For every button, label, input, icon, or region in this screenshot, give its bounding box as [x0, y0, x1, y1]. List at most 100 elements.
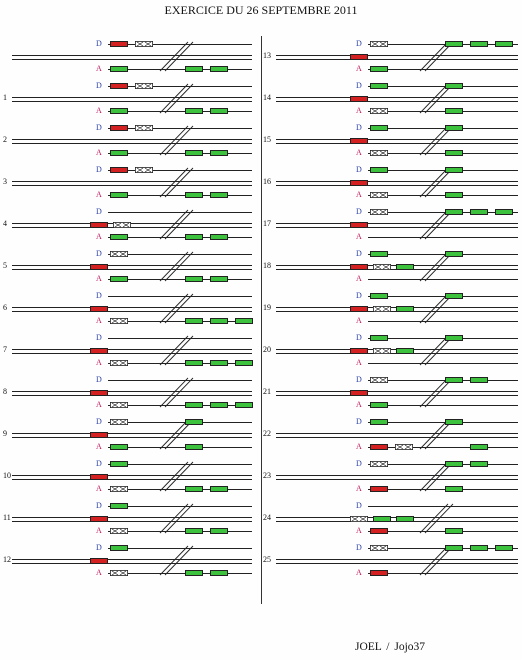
red-wagon: [370, 444, 388, 450]
green-wagon: [370, 402, 388, 408]
exercise-number: 7: [3, 345, 7, 354]
green-wagon: [235, 402, 253, 408]
track-line: [108, 321, 252, 322]
track-line: [368, 405, 518, 406]
red-wagon: [110, 41, 128, 47]
track-line: [12, 97, 252, 98]
empty-wagon: [135, 167, 154, 173]
departure-label: D: [356, 165, 362, 174]
departure-label: D: [356, 39, 362, 48]
green-wagon: [495, 41, 513, 47]
track-line: [368, 279, 518, 280]
green-wagon: [185, 402, 203, 408]
exercise-panel: 22 D A: [263, 416, 522, 456]
track-line: [108, 279, 252, 280]
green-wagon: [445, 486, 463, 492]
track-line: [108, 170, 252, 171]
red-wagon: [370, 486, 388, 492]
track-line: [276, 437, 518, 438]
track-line: [108, 237, 252, 238]
red-wagon: [110, 125, 128, 131]
green-wagon: [370, 251, 388, 257]
track-line: [368, 212, 518, 213]
departure-label: D: [96, 123, 102, 132]
arrival-label: A: [96, 316, 102, 325]
arrival-label: A: [356, 232, 362, 241]
track-line: [276, 139, 518, 140]
exercise-panel: 20 D A: [263, 332, 522, 372]
exercise-panel: 8 D A: [0, 374, 255, 414]
track-line: [368, 254, 518, 255]
departure-label: D: [356, 207, 362, 216]
green-wagon: [445, 150, 463, 156]
arrival-label: A: [96, 274, 102, 283]
exercise-number: 17: [263, 219, 271, 228]
green-wagon: [110, 444, 128, 450]
arrival-label: A: [96, 148, 102, 157]
exercise-panel: 25 D A: [263, 542, 522, 582]
green-wagon: [110, 276, 128, 282]
departure-label: D: [356, 81, 362, 90]
track-line: [108, 128, 252, 129]
green-wagon: [495, 209, 513, 215]
departure-label: D: [96, 249, 102, 258]
red-wagon: [350, 348, 368, 354]
green-wagon: [445, 125, 463, 131]
track-line: [368, 321, 518, 322]
exercise-panel: 23 D A: [263, 458, 522, 498]
departure-label: D: [356, 543, 362, 552]
arrival-label: A: [96, 232, 102, 241]
track-line: [12, 227, 252, 228]
track-line: [12, 307, 252, 308]
red-wagon: [90, 558, 108, 564]
green-wagon: [445, 545, 463, 551]
exercise-number: 24: [263, 513, 271, 522]
green-wagon: [370, 293, 388, 299]
track-line: [368, 422, 518, 423]
track-line: [12, 353, 252, 354]
exercise-number: 22: [263, 429, 271, 438]
switch-crossover: [159, 41, 194, 72]
green-wagon: [210, 318, 228, 324]
track-line: [368, 489, 518, 490]
departure-label: D: [96, 207, 102, 216]
green-wagon: [185, 360, 203, 366]
empty-wagon: [370, 192, 389, 198]
track-line: [12, 269, 252, 270]
green-wagon: [495, 545, 513, 551]
green-wagon: [185, 318, 203, 324]
green-wagon: [210, 108, 228, 114]
track-line: [12, 223, 252, 224]
exercise-number: 20: [263, 345, 271, 354]
empty-wagon: [370, 41, 389, 47]
green-wagon: [110, 234, 128, 240]
departure-label: D: [96, 81, 102, 90]
track-line: [108, 296, 252, 297]
exercise-number: 25: [263, 555, 271, 564]
track-line: [368, 531, 518, 532]
green-wagon: [445, 83, 463, 89]
arrival-label: A: [356, 568, 362, 577]
arrival-label: A: [356, 190, 362, 199]
exercise-number: 5: [3, 261, 7, 270]
empty-wagon: [110, 528, 129, 534]
switch-crossover: [159, 251, 194, 282]
track-line: [108, 338, 252, 339]
exercise-panel: 17 D A: [263, 206, 522, 246]
exercise-panel: 5 D A: [0, 248, 255, 288]
track-line: [12, 185, 252, 186]
green-wagon: [370, 125, 388, 131]
empty-wagon: [135, 83, 154, 89]
green-wagon: [210, 66, 228, 72]
track-line: [368, 69, 518, 70]
track-line: [108, 363, 252, 364]
track-line: [108, 69, 252, 70]
exercise-number: 11: [3, 513, 11, 522]
track-line: [368, 153, 518, 154]
green-wagon: [445, 108, 463, 114]
switch-crossover: [159, 293, 194, 324]
departure-label: D: [96, 543, 102, 552]
red-wagon: [90, 516, 108, 522]
exercise-panel: 24 D A: [263, 500, 522, 540]
switch-crossover: [159, 503, 194, 534]
